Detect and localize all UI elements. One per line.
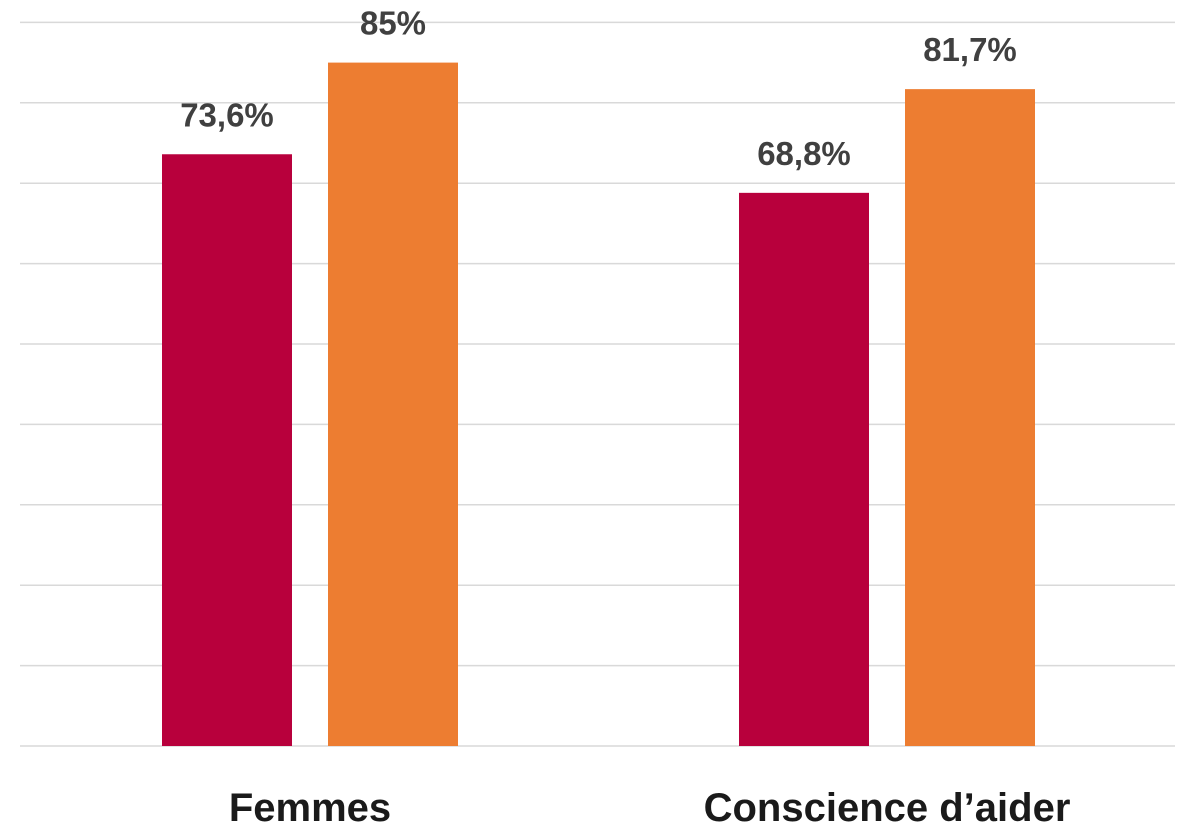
bars	[162, 62, 1035, 747]
data-label-1-series-2: 85%	[360, 5, 426, 42]
bar-2-series-1	[739, 192, 869, 746]
category-labels: Femmes Conscience d’aider	[229, 786, 1071, 829]
data-label-1-series-1: 73,6%	[180, 96, 274, 133]
category-label-2: Conscience d’aider	[704, 786, 1071, 829]
bar-2-series-2	[905, 89, 1035, 746]
data-label-2-series-2: 81,7%	[923, 31, 1017, 68]
data-labels: 73,6% 85% 68,8% 81,7%	[180, 5, 1017, 172]
category-label-1: Femmes	[229, 786, 391, 829]
bar-1-series-2	[328, 62, 458, 747]
data-label-2-series-1: 68,8%	[757, 135, 851, 172]
bar-1-series-1	[162, 154, 292, 747]
